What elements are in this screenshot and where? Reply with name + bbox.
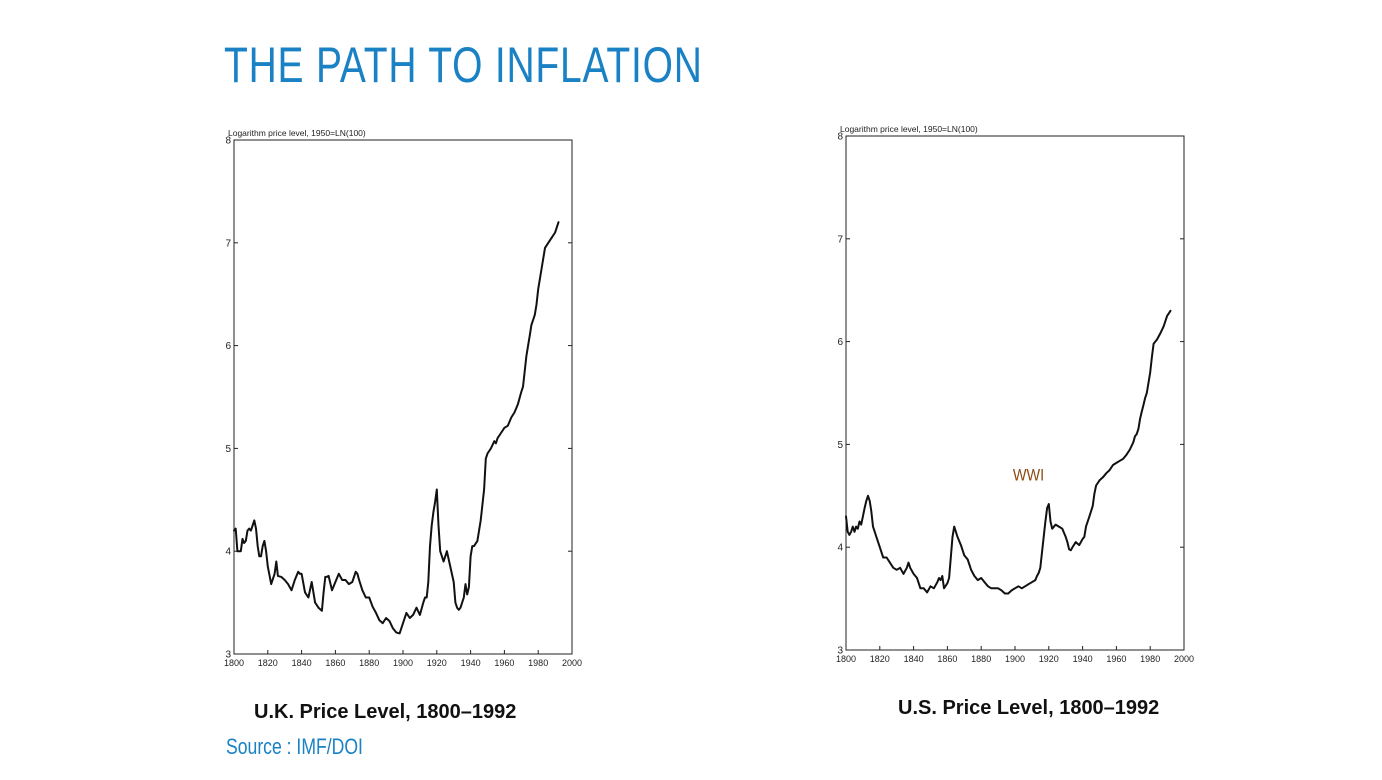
y-tick-label: 6 — [837, 337, 843, 348]
x-tick-label: 1860 — [937, 654, 957, 664]
wwi-annotation: WWI — [1013, 466, 1044, 484]
x-tick-label: 1840 — [904, 654, 924, 664]
x-tick-label: 1900 — [1005, 654, 1025, 664]
price-level-line — [233, 221, 560, 635]
y-tick-label: 7 — [225, 238, 231, 249]
slide-title: THE PATH TO INFLATION — [224, 37, 703, 93]
plot-frame — [845, 135, 1185, 651]
x-tick-label: 1820 — [870, 654, 890, 664]
y-tick-label: 5 — [837, 440, 843, 451]
chart-y-axis-label: Logarithm price level, 1950=LN(100) — [228, 128, 366, 138]
x-tick-label: 1800 — [224, 658, 244, 668]
x-tick-label: 1880 — [359, 658, 379, 668]
y-tick-label: 4 — [225, 547, 231, 558]
plot-frame — [233, 139, 573, 655]
x-tick-label: 1940 — [1073, 654, 1093, 664]
y-tick-label: 7 — [837, 234, 843, 245]
y-tick-label: 3 — [225, 650, 231, 661]
uk-chart-caption: U.K. Price Level, 1800–1992 — [254, 701, 517, 723]
price-level-line — [845, 309, 1172, 595]
y-tick-label: 4 — [837, 543, 843, 554]
source-note: Source : IMF/DOI — [226, 734, 363, 759]
x-tick-label: 1960 — [1106, 654, 1126, 664]
x-tick-label: 1920 — [427, 658, 447, 668]
chart-y-axis-label: Logarithm price level, 1950=LN(100) — [840, 124, 978, 134]
x-tick-label: 1800 — [836, 654, 856, 664]
y-tick-label: 8 — [837, 132, 843, 143]
x-tick-label: 1840 — [292, 658, 312, 668]
y-tick-label: 3 — [837, 646, 843, 657]
x-tick-label: 1880 — [971, 654, 991, 664]
x-tick-label: 1960 — [494, 658, 514, 668]
x-tick-label: 1900 — [393, 658, 413, 668]
uk-price-chart: Logarithm price level, 1950=LN(100) 3 4 5 6 7… — [224, 128, 582, 668]
x-tick-label: 1980 — [1140, 654, 1160, 664]
x-tick-label: 1980 — [528, 658, 548, 668]
x-tick-label: 2000 — [562, 658, 582, 668]
x-tick-label: 2000 — [1174, 654, 1194, 664]
y-tick-label: 5 — [225, 444, 231, 455]
x-tick-label: 1860 — [325, 658, 345, 668]
us-price-chart: Logarithm price level, 1950=LN(100) 3 4 5 6 7… — [836, 124, 1194, 664]
y-tick-label: 6 — [225, 341, 231, 352]
us-chart-caption: U.S. Price Level, 1800–1992 — [898, 697, 1160, 719]
x-tick-label: 1920 — [1039, 654, 1059, 664]
x-tick-label: 1820 — [258, 658, 278, 668]
y-tick-label: 8 — [225, 136, 231, 147]
x-tick-label: 1940 — [461, 658, 481, 668]
